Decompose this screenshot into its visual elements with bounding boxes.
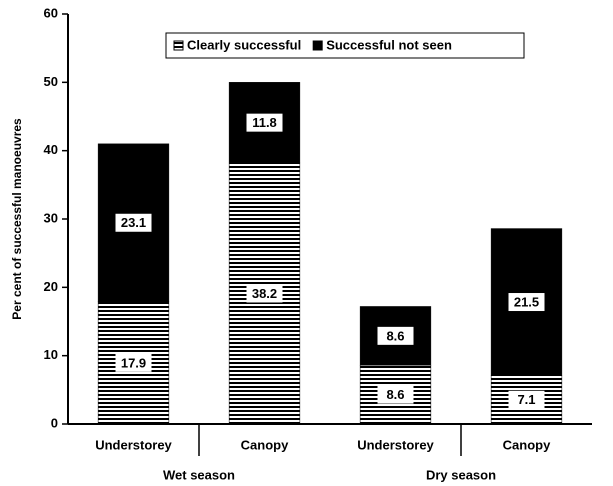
legend-swatch <box>173 40 184 51</box>
value-label-box <box>508 390 545 409</box>
value-label: 17.9 <box>121 355 146 370</box>
y-tick-label: 0 <box>51 415 58 430</box>
value-label-box <box>246 284 283 303</box>
y-tick-label: 10 <box>44 347 58 362</box>
group-label: Dry season <box>426 467 496 482</box>
value-label-box <box>508 293 545 312</box>
x-tick-label: Understorey <box>357 437 434 452</box>
x-tick-label: Canopy <box>241 437 289 452</box>
legend-box <box>165 32 525 59</box>
value-label-box <box>115 213 152 232</box>
value-label: 7.1 <box>517 392 535 407</box>
y-tick-label: 50 <box>44 74 58 89</box>
value-label: 21.5 <box>514 294 539 309</box>
y-tick-label: 20 <box>44 279 58 294</box>
legend-swatch <box>312 40 323 51</box>
group-label: Wet season <box>163 467 235 482</box>
value-label-box <box>377 326 414 345</box>
value-label: 11.8 <box>252 115 277 130</box>
y-tick-label: 60 <box>44 5 58 20</box>
value-label-box <box>246 113 283 132</box>
x-tick-label: Canopy <box>503 437 551 452</box>
value-label-box <box>377 385 414 404</box>
value-label-box <box>115 353 152 372</box>
legend-label: Clearly successful <box>187 37 301 52</box>
value-label: 38.2 <box>252 286 277 301</box>
x-tick-label: Understorey <box>95 437 172 452</box>
y-axis-label: Per cent of successful manoeuvres <box>10 118 24 320</box>
value-label: 8.6 <box>386 387 404 402</box>
value-label: 23.1 <box>121 215 146 230</box>
legend-label: Successful not seen <box>326 37 452 52</box>
y-tick-label: 30 <box>44 210 58 225</box>
value-label: 8.6 <box>386 328 404 343</box>
y-tick-label: 40 <box>44 142 58 157</box>
